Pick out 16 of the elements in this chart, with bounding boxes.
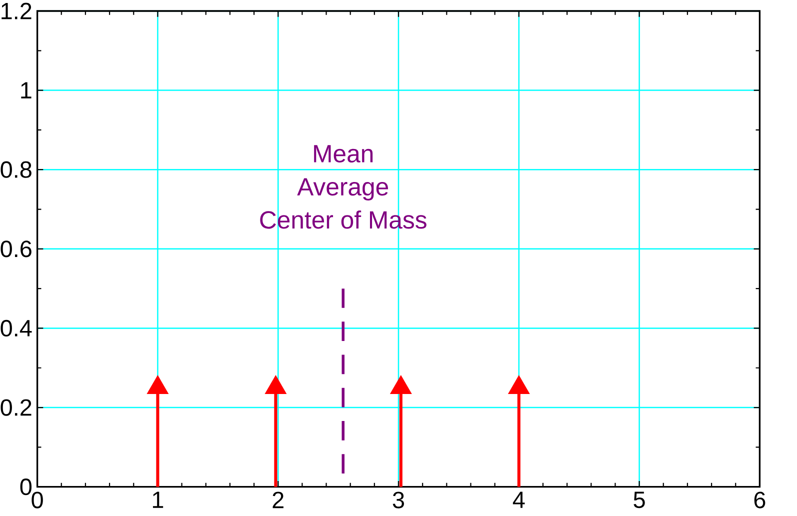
x-tick-label: 1 [152, 492, 164, 508]
x-tick-label: 5 [634, 492, 645, 508]
x-tick-label: 6 [754, 492, 766, 508]
y-tick-label: 0.6 [0, 240, 32, 258]
annotation: Average [297, 178, 388, 200]
y-tick-label: 0 [20, 478, 32, 496]
y-tick-label: 1 [21, 82, 32, 98]
y-tick-label: 0.8 [0, 161, 32, 178]
x-tick-label: 4 [512, 492, 525, 508]
y-tick-label: 0.2 [0, 399, 32, 416]
x-tick-label: 2 [272, 492, 284, 508]
annotation: Mean [314, 145, 373, 162]
x-tick-label: 3 [392, 492, 404, 508]
y-tick-label: 1.2 [2, 2, 32, 20]
x-tick-label: 0 [32, 492, 43, 508]
y-tick-label: 0.4 [0, 320, 32, 336]
